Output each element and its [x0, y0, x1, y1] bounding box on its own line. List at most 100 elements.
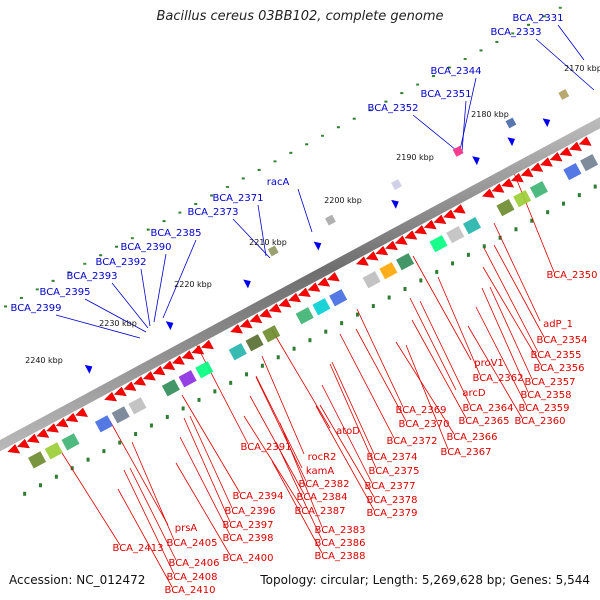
reverse-leader-line: [243, 415, 303, 509]
gene-label-forward: BCA_2331: [513, 13, 564, 24]
reverse-gene-arrow: [162, 360, 176, 371]
gc-dot: [102, 449, 106, 454]
reverse-leader-line: [493, 244, 545, 338]
gene-label-reverse: BCA_2370: [399, 419, 450, 430]
gc-dot: [340, 321, 344, 326]
kbp-tick-label: 2210 kbp: [249, 238, 287, 247]
gc-dot: [498, 235, 502, 240]
gc-dot: [384, 100, 388, 103]
forward-hit-box: [267, 245, 279, 257]
reverse-gene-arrow: [104, 391, 118, 402]
gc-dot: [213, 389, 217, 394]
reverse-leader-line: [61, 452, 121, 546]
reverse-gene-arrow: [520, 167, 534, 178]
reverse-gene-arrow: [394, 235, 408, 245]
reverse-leader-line: [405, 344, 449, 450]
reverse-leader-line: [279, 422, 323, 528]
gc-dot: [530, 218, 534, 223]
forward-gene-arrow: [542, 118, 551, 128]
reverse-leader-line: [511, 167, 555, 273]
gene-label-reverse: BCA_2354: [537, 335, 588, 346]
gc-dot: [51, 279, 55, 282]
reverse-gene-arrow: [452, 204, 466, 214]
reverse-leader-line: [356, 308, 404, 408]
gene-label-forward: BCA_2393: [67, 271, 118, 282]
forward-leader-line: [153, 253, 167, 323]
gc-dot: [308, 338, 312, 343]
gene-label-forward: BCA_2392: [96, 257, 147, 268]
reverse-gene-arrow: [404, 230, 418, 240]
homology-box: [329, 289, 348, 307]
reverse-gene-arrow: [46, 423, 59, 433]
gc-dot: [194, 203, 198, 206]
gc-skew-dots: [4, 6, 597, 496]
gc-dot: [35, 288, 39, 291]
reverse-gene-arrow: [355, 256, 369, 266]
reverse-gene-arrow: [365, 251, 379, 261]
gene-label-reverse: BCA_2408: [167, 572, 218, 583]
kbp-ticks: 2170 kbp 2180 kbp 2190 kbp 2200 kbp 2210 kbp…: [25, 64, 600, 365]
homology-box: [262, 325, 281, 343]
reverse-leader-line: [123, 469, 175, 575]
kbp-tick-label: 2230 kbp: [99, 319, 137, 328]
gene-label-reverse: BCA_2398: [223, 533, 274, 544]
forward-leader-line: [297, 188, 313, 233]
reverse-leader-line: [395, 341, 455, 435]
genome-backbone: [0, 116, 600, 452]
gc-dot: [355, 312, 359, 317]
gc-dot: [241, 177, 245, 180]
reverse-leader-line: [319, 404, 375, 498]
reverse-gene-arrow: [539, 157, 553, 167]
reverse-leader-line: [419, 300, 471, 406]
reverse-leader-line: [489, 286, 533, 380]
homology-box: [295, 307, 314, 325]
forward-gene-arrow: [472, 156, 480, 166]
forward-leader-line: [111, 282, 149, 329]
forward-hit-box: [505, 117, 517, 129]
gc-dot: [178, 211, 182, 214]
reverse-leader-line: [467, 325, 523, 419]
reverse-gene-arrow: [549, 152, 563, 162]
reverse-leader-line: [315, 405, 375, 511]
homology-box: [580, 153, 599, 172]
homology-box: [396, 253, 415, 271]
gene-label-reverse: BCA_2387: [295, 506, 346, 517]
reverse-gene-arrow: [65, 412, 79, 423]
forward-leader-line: [461, 100, 467, 153]
reverse-leader-line: [131, 441, 175, 541]
gene-label-reverse: BCA_2388: [315, 551, 366, 562]
homology-box: [446, 226, 465, 244]
homology-box: [61, 433, 80, 451]
gene-label-forward: BCA_2371: [213, 193, 264, 204]
gene-label-reverse: BCA_2384: [297, 492, 348, 503]
gene-label-reverse: BCA_2410: [165, 585, 216, 596]
gc-dot: [114, 245, 118, 248]
gc-dot: [260, 363, 264, 368]
gc-dot: [229, 380, 233, 385]
homology-box: [429, 235, 448, 253]
forward-gene-arrow: [313, 241, 322, 251]
gene-label-reverse: BCA_2378: [367, 495, 418, 506]
reverse-leader-line: [255, 376, 307, 482]
gc-dot: [83, 262, 87, 265]
forward-leader-line: [535, 38, 595, 91]
gc-dot: [162, 220, 166, 223]
reverse-leader-line: [117, 488, 173, 588]
reverse-leader-line: [409, 297, 457, 391]
reverse-leader-line: [339, 333, 395, 439]
gc-dot: [495, 40, 499, 43]
homology-box: [312, 298, 331, 316]
reverse-gene-arrow: [133, 376, 147, 386]
homology-box: [128, 397, 147, 415]
reverse-gene-arrow: [181, 350, 195, 360]
reverse-gene-arrow: [297, 287, 311, 298]
gene-label-forward: BCA_2351: [421, 89, 472, 100]
reverse-gene-arrow: [443, 209, 457, 219]
gc-dot: [305, 143, 309, 146]
gc-dot: [197, 397, 201, 402]
gc-dot: [210, 194, 214, 197]
gc-dot: [511, 32, 515, 35]
homology-box: [462, 217, 482, 235]
gene-label-reverse: BCA_2413: [113, 543, 164, 554]
reverse-leader-line: [331, 361, 375, 455]
